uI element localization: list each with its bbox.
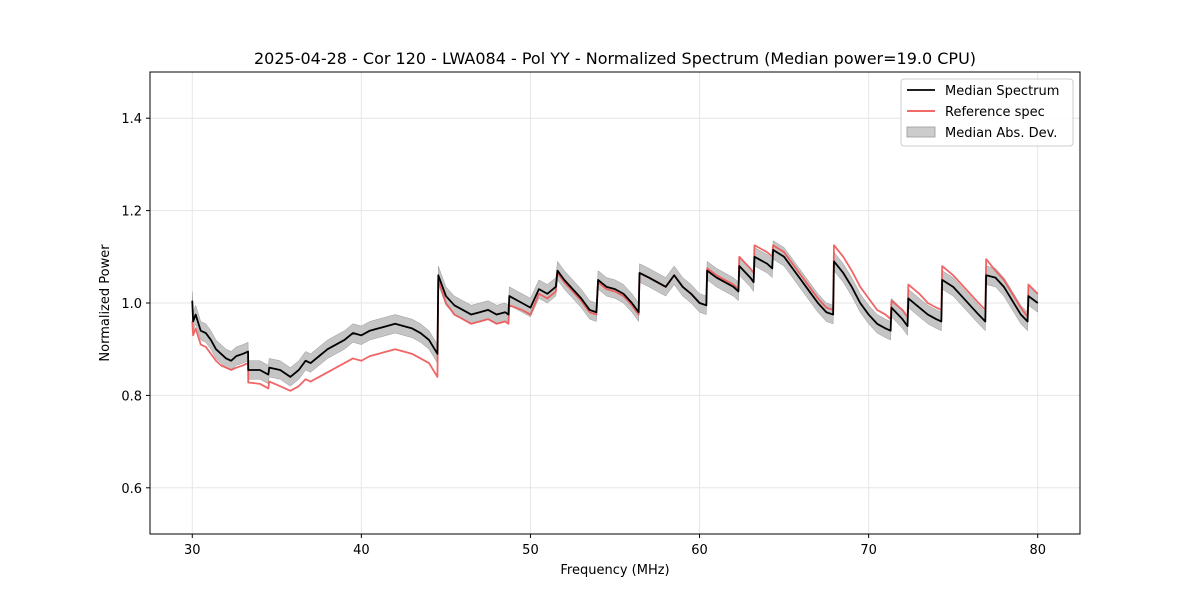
legend-box [900,78,1074,147]
reference-spec-line [191,244,1039,392]
y-tick-label: 1.0 [121,297,142,312]
x-tick-label: 40 [353,543,370,558]
y-tick-label: 1.4 [121,112,142,127]
y-tick-label: 0.8 [121,389,142,404]
chart-title: 2025-04-28 - Cor 120 - LWA084 - Pol YY -… [254,49,976,68]
x-tick-label: 80 [1029,543,1046,558]
legend-mad-swatch [906,126,936,138]
x-tick-label: 70 [860,543,877,558]
series-layer [191,244,1039,392]
legend-label-reference: Reference spec [945,105,1045,120]
x-axis-label: Frequency (MHz) [560,563,669,578]
legend-label-median: Median Spectrum [945,84,1059,99]
legend: Median Spectrum Reference spec Median Ab… [900,78,1074,147]
median-spectrum-line [191,248,1039,378]
legend-label-mad: Median Abs. Dev. [945,126,1057,141]
x-tick-label: 60 [691,543,708,558]
x-axis-ticks: 30 40 50 60 70 80 [184,534,1046,558]
x-tick-label: 30 [184,543,201,558]
y-tick-label: 0.6 [121,482,142,497]
y-tick-label: 1.2 [121,205,142,220]
x-tick-label: 50 [522,543,539,558]
y-axis-label: Normalized Power [98,244,113,362]
y-axis-ticks: 0.6 0.8 1.0 1.2 1.4 [121,112,150,497]
